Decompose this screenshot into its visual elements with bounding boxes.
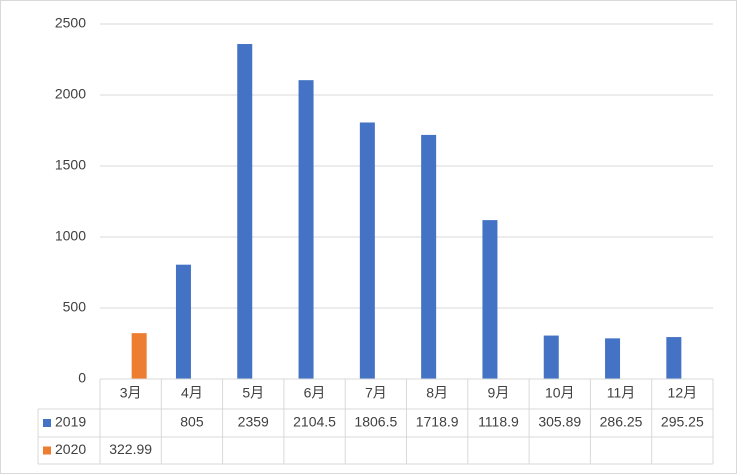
y-tick-label: 1000 — [55, 228, 86, 244]
x-tick-label: 11月 — [607, 385, 636, 401]
x-tick-label: 4月 — [181, 385, 203, 401]
legend-label: 2020 — [55, 441, 86, 457]
bar — [237, 44, 253, 379]
legend-swatch — [43, 446, 51, 455]
bar — [298, 80, 314, 379]
y-tick-label: 1500 — [55, 157, 86, 173]
y-tick-label: 2000 — [55, 86, 86, 102]
table-value: 1806.5 — [354, 414, 397, 430]
x-tick-label: 3月 — [120, 385, 142, 401]
bar — [666, 337, 682, 379]
table-value: 2359 — [238, 414, 269, 430]
x-tick-label: 9月 — [488, 385, 510, 401]
table-value: 286.25 — [600, 414, 643, 430]
table-value: 805 — [180, 414, 204, 430]
table-value: 2104.5 — [293, 414, 336, 430]
y-tick-label: 500 — [63, 299, 87, 315]
table-value: 322.99 — [109, 441, 152, 457]
bar — [421, 134, 437, 379]
bar — [175, 264, 191, 379]
legend-label: 2019 — [55, 414, 86, 430]
x-tick-label: 10月 — [545, 385, 575, 401]
y-tick-label: 2500 — [55, 15, 86, 31]
x-tick-label: 7月 — [365, 385, 387, 401]
x-tick-label: 6月 — [304, 385, 326, 401]
table-value: 1118.9 — [478, 414, 519, 430]
table-value: 295.25 — [661, 414, 704, 430]
x-tick-label: 5月 — [242, 385, 264, 401]
bar — [131, 333, 147, 379]
x-tick-label: 8月 — [426, 385, 448, 401]
bar — [605, 338, 621, 379]
table-value: 1718.9 — [416, 414, 459, 430]
x-tick-label: 12月 — [668, 385, 698, 401]
table-value: 305.89 — [538, 414, 581, 430]
bar — [359, 122, 375, 380]
bar — [543, 335, 559, 379]
y-tick-label: 0 — [78, 370, 86, 386]
legend-swatch — [43, 419, 51, 427]
bar — [482, 220, 498, 379]
